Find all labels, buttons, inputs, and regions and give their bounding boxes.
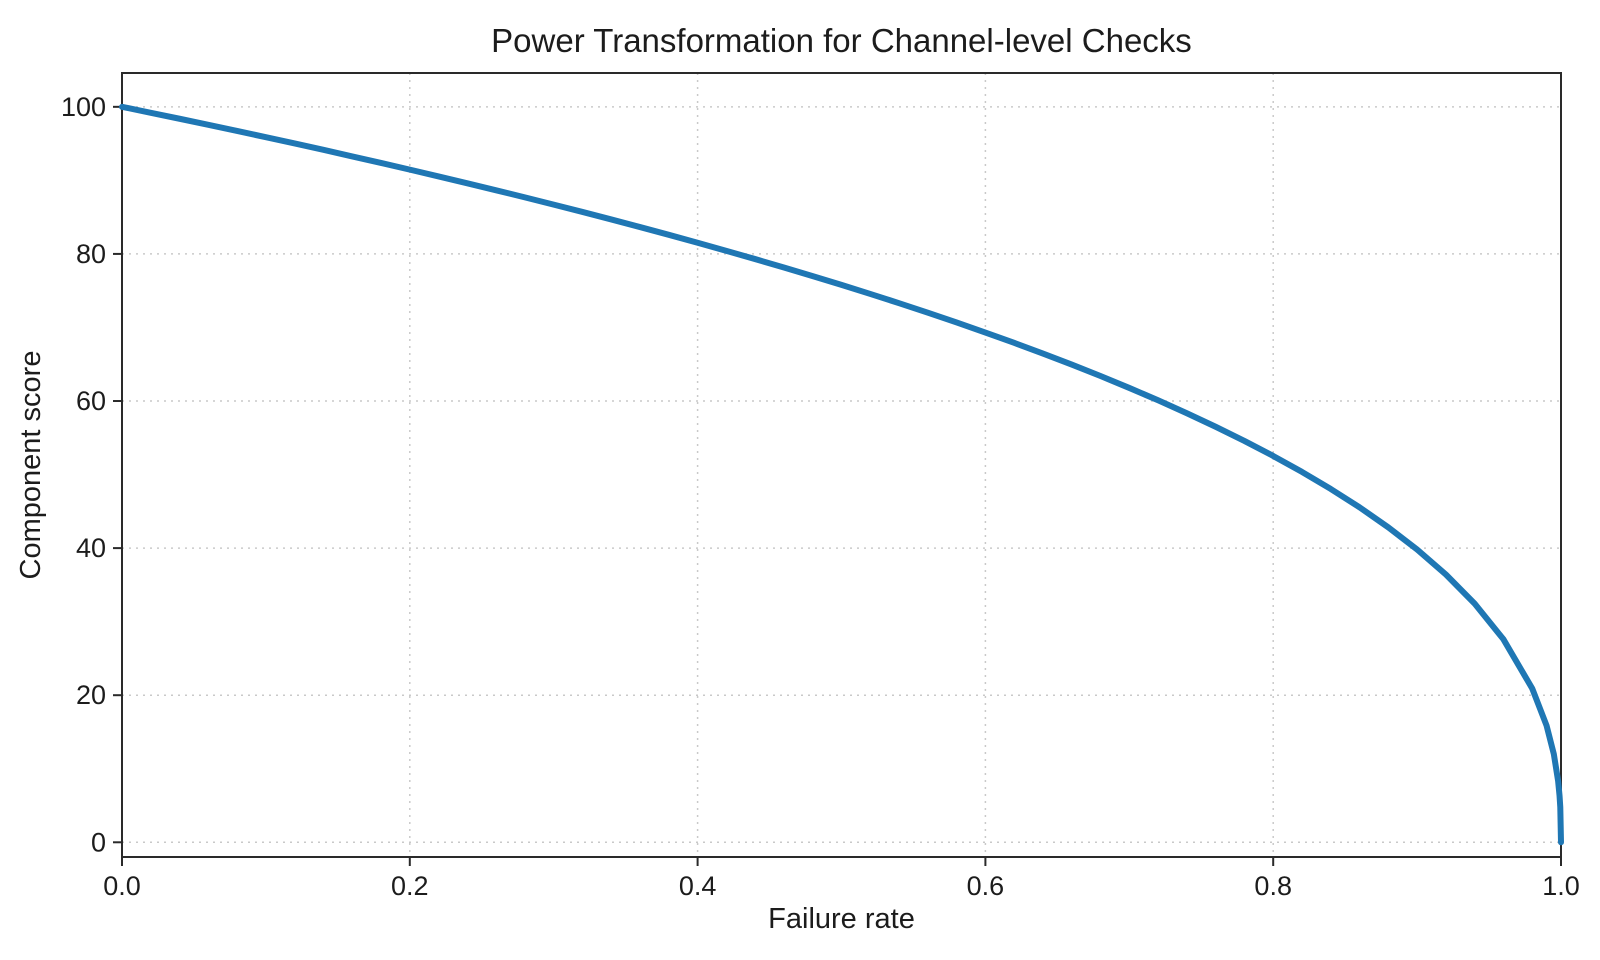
x-tick-label: 0.0 [103, 871, 141, 901]
power-curve-line [119, 103, 1564, 846]
plot-border [121, 72, 1562, 858]
tick-marks [113, 105, 1562, 866]
x-tick-label: 1.0 [1542, 871, 1580, 901]
y-tick-label: 0 [91, 827, 106, 857]
y-tick-label: 60 [76, 386, 106, 416]
x-tick-label: 0.4 [679, 871, 717, 901]
x-axis-label: Failure rate [768, 903, 915, 935]
x-tick-label: 0.8 [1254, 871, 1292, 901]
gridlines [121, 73, 1562, 857]
y-tick-label: 100 [61, 92, 106, 122]
tick-labels: 0.0 0.2 0.4 0.6 0.8 1.0 0 20 40 60 80 100 [61, 92, 1580, 901]
chart-title: Power Transformation for Channel-level C… [491, 22, 1192, 59]
y-tick-label: 20 [76, 680, 106, 710]
y-axis-label: Component score [15, 351, 47, 580]
x-tick-label: 0.6 [967, 871, 1005, 901]
y-tick-label: 40 [76, 533, 106, 563]
x-tick-label: 0.2 [391, 871, 429, 901]
y-tick-label: 80 [76, 239, 106, 269]
